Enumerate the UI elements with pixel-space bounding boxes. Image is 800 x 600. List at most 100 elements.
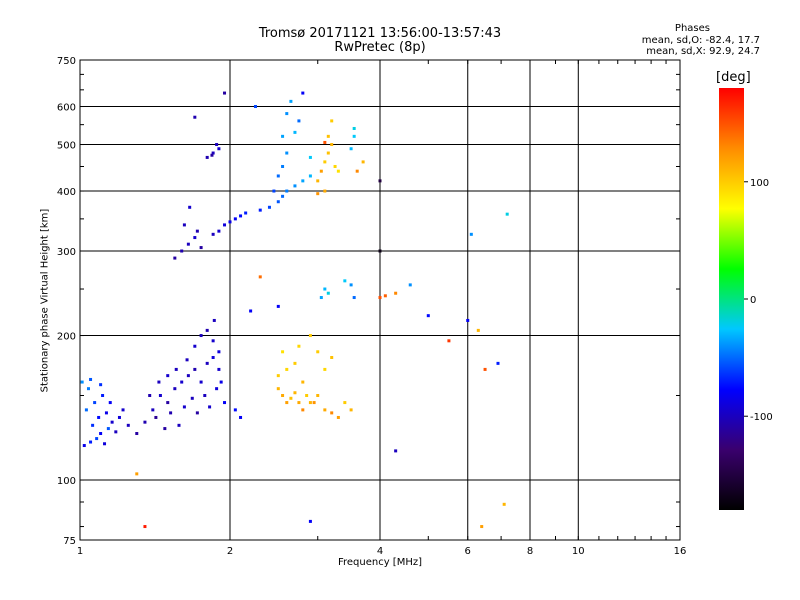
data-point xyxy=(316,350,320,354)
data-point xyxy=(349,408,353,412)
data-point xyxy=(253,105,257,109)
data-point xyxy=(84,408,88,412)
data-point xyxy=(157,380,161,384)
x-tick-label: 1 xyxy=(77,546,83,557)
data-point xyxy=(223,91,227,95)
data-point xyxy=(151,408,155,412)
y-tick-label: 100 xyxy=(57,476,76,487)
data-point xyxy=(174,367,178,371)
data-point xyxy=(297,119,301,123)
data-point xyxy=(301,380,305,384)
data-point xyxy=(233,217,237,221)
x-tick-label: 6 xyxy=(465,546,471,557)
data-point xyxy=(199,334,203,338)
data-point xyxy=(89,377,93,381)
data-point xyxy=(173,387,177,391)
data-point xyxy=(293,184,297,188)
data-point xyxy=(343,401,347,405)
data-point xyxy=(135,472,139,476)
data-point xyxy=(505,212,509,216)
data-point xyxy=(91,423,95,427)
data-point xyxy=(228,220,232,224)
data-point xyxy=(316,179,320,183)
colorbar-tick-label: -100 xyxy=(750,412,773,423)
data-point xyxy=(163,427,167,431)
data-point xyxy=(166,401,170,405)
data-point xyxy=(199,246,203,250)
data-point xyxy=(190,396,194,400)
data-point xyxy=(211,232,215,236)
y-tick-label: 750 xyxy=(57,56,76,67)
data-point xyxy=(103,442,107,446)
phase-stats-o: mean, sd,O: -82.4, 17.7 xyxy=(641,35,760,46)
data-point xyxy=(211,339,215,343)
data-point xyxy=(355,169,359,173)
data-point xyxy=(93,401,97,405)
data-point xyxy=(217,350,221,354)
data-point xyxy=(89,440,93,444)
data-point xyxy=(143,525,147,529)
data-point xyxy=(249,309,253,313)
data-point xyxy=(281,134,285,138)
data-point xyxy=(308,519,312,523)
data-point xyxy=(330,411,334,415)
data-point xyxy=(281,350,285,354)
data-point xyxy=(99,432,103,436)
data-point xyxy=(483,367,487,371)
data-point xyxy=(182,405,186,409)
data-point xyxy=(308,174,312,178)
data-point xyxy=(95,437,99,441)
data-point xyxy=(319,169,323,173)
data-point xyxy=(272,189,276,193)
chart-title: Tromsø 20171121 13:56:00-13:57:43 xyxy=(258,26,502,41)
data-point xyxy=(276,374,280,378)
x-tick-label: 10 xyxy=(572,546,585,557)
data-point xyxy=(267,205,271,209)
data-point xyxy=(211,355,215,359)
data-point xyxy=(208,405,212,409)
data-point xyxy=(316,192,320,196)
data-point xyxy=(323,160,327,164)
data-point xyxy=(466,318,470,322)
data-point xyxy=(323,408,327,412)
data-point xyxy=(336,169,340,173)
data-point xyxy=(469,232,473,236)
data-point xyxy=(205,155,209,159)
data-point xyxy=(154,415,158,419)
data-point xyxy=(219,380,223,384)
data-point xyxy=(117,415,121,419)
data-point xyxy=(316,394,320,398)
data-point xyxy=(330,143,334,147)
data-point xyxy=(447,339,451,343)
data-point xyxy=(258,208,262,212)
data-point xyxy=(281,194,285,198)
data-point xyxy=(99,383,103,387)
data-point xyxy=(276,174,280,178)
data-point xyxy=(496,361,500,365)
colorbar-tick-label: 100 xyxy=(750,178,769,189)
x-axis-label: Frequency [MHz] xyxy=(337,557,423,568)
colorbar-unit: [deg] xyxy=(716,70,751,85)
data-point xyxy=(276,304,280,308)
data-point xyxy=(210,153,214,157)
data-point xyxy=(408,283,412,287)
data-point xyxy=(285,151,289,155)
data-point xyxy=(319,296,323,300)
data-point xyxy=(285,112,289,116)
data-point xyxy=(308,155,312,159)
data-point xyxy=(323,367,327,371)
data-point xyxy=(352,134,356,138)
data-point xyxy=(223,401,227,405)
data-point xyxy=(394,449,398,453)
y-tick-label: 75 xyxy=(63,536,76,547)
data-point xyxy=(361,160,365,164)
y-tick-label: 600 xyxy=(57,103,76,114)
data-point xyxy=(349,147,353,151)
data-point xyxy=(239,214,243,218)
data-point xyxy=(323,287,327,291)
data-point xyxy=(289,396,293,400)
data-point xyxy=(336,415,340,419)
data-point xyxy=(223,223,227,227)
data-point xyxy=(383,294,387,298)
data-point xyxy=(323,140,327,144)
